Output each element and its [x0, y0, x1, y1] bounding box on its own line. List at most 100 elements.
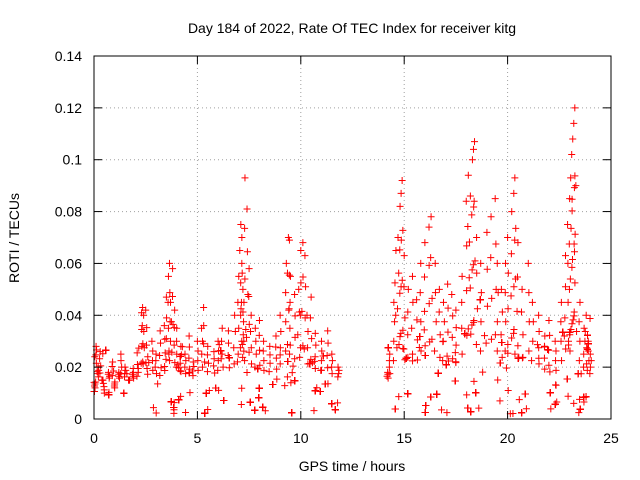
data-point: [169, 320, 177, 328]
data-point: [458, 298, 466, 306]
data-point: [392, 246, 400, 254]
data-point: [557, 318, 565, 326]
data-point: [170, 409, 178, 417]
data-point: [586, 314, 594, 322]
data-point: [473, 269, 481, 277]
data-point: [417, 347, 425, 355]
data-point: [528, 357, 536, 365]
data-point: [493, 259, 501, 267]
data-point: [182, 408, 190, 416]
data-point: [241, 357, 249, 365]
data-point: [398, 176, 406, 184]
data-point: [580, 350, 588, 358]
data-point: [566, 331, 574, 339]
data-point: [493, 347, 501, 355]
data-point: [243, 333, 251, 341]
data-point: [251, 406, 259, 414]
data-point: [186, 389, 194, 397]
data-point: [144, 353, 152, 361]
data-point: [173, 350, 181, 358]
data-point: [528, 298, 536, 306]
data-point: [552, 357, 560, 365]
data-point: [565, 337, 573, 345]
data-point: [472, 340, 480, 348]
data-point: [571, 230, 579, 238]
data-point: [428, 335, 436, 343]
data-point: [272, 343, 280, 351]
data-point: [306, 314, 314, 322]
data-point: [504, 305, 512, 313]
data-point: [166, 337, 174, 345]
data-point: [469, 261, 477, 269]
data-point: [442, 361, 450, 369]
data-point: [535, 360, 543, 368]
data-point: [177, 368, 185, 376]
data-point: [185, 332, 193, 340]
data-point: [432, 318, 440, 326]
data-point: [586, 350, 594, 358]
data-point: [466, 192, 474, 200]
data-point: [243, 205, 251, 213]
data-point: [319, 352, 327, 360]
data-point: [102, 346, 110, 354]
data-point: [568, 320, 576, 328]
data-point: [566, 275, 574, 283]
data-point: [235, 272, 243, 280]
data-point: [415, 344, 423, 352]
data-point: [400, 252, 408, 260]
data-point: [567, 174, 575, 182]
data-point: [291, 355, 299, 363]
data-point: [219, 363, 227, 371]
data-point: [466, 284, 474, 292]
data-point: [565, 285, 573, 293]
data-point: [408, 272, 416, 280]
data-point: [201, 358, 209, 366]
data-point: [399, 344, 407, 352]
data-point: [142, 306, 150, 314]
data-point: [212, 384, 220, 392]
data-point: [149, 404, 157, 412]
data-point: [467, 408, 475, 416]
data-point: [260, 357, 268, 365]
data-point: [487, 335, 495, 343]
data-point: [252, 337, 260, 345]
data-point: [476, 347, 484, 355]
data-point: [386, 350, 394, 358]
data-point: [282, 259, 290, 267]
data-point: [224, 351, 232, 359]
data-point: [149, 347, 157, 355]
data-point: [397, 189, 405, 197]
data-point: [266, 342, 274, 350]
data-point: [272, 332, 280, 340]
data-point: [247, 344, 255, 352]
data-point: [421, 409, 429, 417]
data-point: [173, 324, 181, 332]
data-point: [296, 353, 304, 361]
data-point: [409, 298, 417, 306]
data-point: [96, 369, 104, 377]
data-point: [182, 370, 190, 378]
data-point: [297, 246, 305, 254]
data-point: [287, 379, 295, 387]
data-point: [400, 345, 408, 353]
data-point: [398, 276, 406, 284]
data-point: [145, 359, 153, 367]
data-point: [162, 293, 170, 301]
data-point: [285, 306, 293, 314]
data-point: [239, 308, 247, 316]
data-point: [519, 353, 527, 361]
data-point: [473, 305, 481, 313]
data-point: [574, 370, 582, 378]
data-point: [434, 369, 442, 377]
data-point: [396, 246, 404, 254]
data-point: [395, 340, 403, 348]
data-point: [238, 234, 246, 241]
data-point: [444, 328, 452, 336]
data-point: [317, 337, 325, 345]
data-point: [483, 265, 491, 273]
data-point: [307, 355, 315, 363]
data-point: [586, 363, 594, 371]
data-point: [152, 350, 160, 358]
data-point: [492, 240, 500, 248]
data-point: [541, 332, 549, 340]
